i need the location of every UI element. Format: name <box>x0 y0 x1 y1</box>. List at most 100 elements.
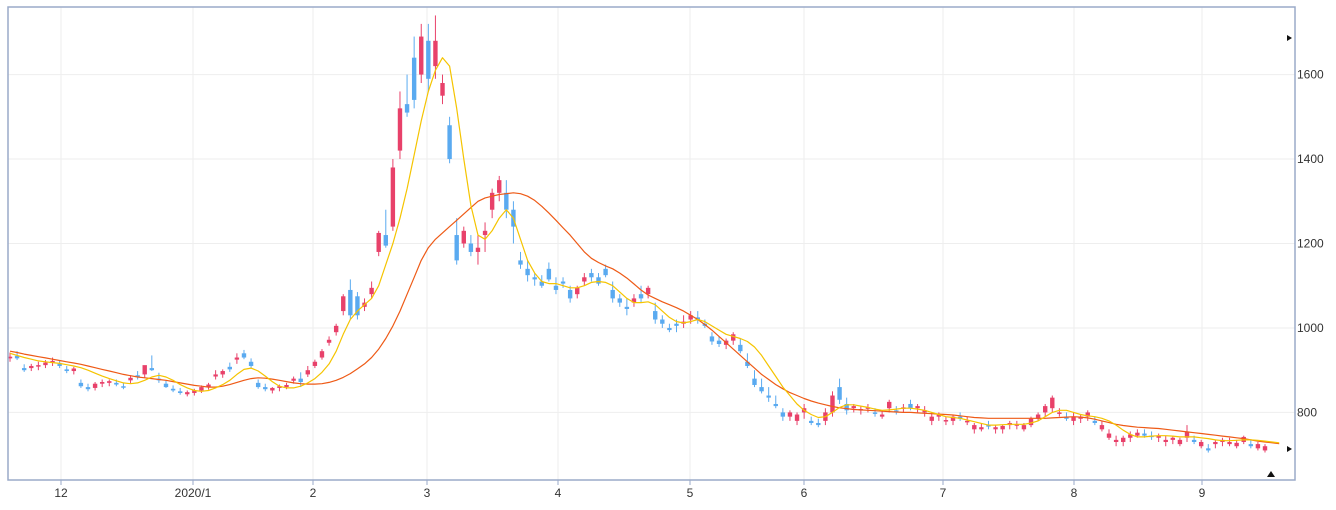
candle-body <box>787 412 793 417</box>
candle <box>355 292 360 320</box>
candle-body <box>397 108 403 151</box>
candle-body <box>745 361 750 366</box>
candle <box>596 273 601 286</box>
candle <box>745 353 750 369</box>
candle-body <box>631 298 637 303</box>
candle <box>582 273 587 286</box>
grid <box>8 7 1295 480</box>
candle-body <box>92 383 98 388</box>
candle <box>312 359 318 369</box>
candle-body <box>816 422 821 426</box>
candle-body <box>440 83 445 96</box>
candle <box>1057 408 1062 417</box>
candle-body <box>36 365 41 367</box>
candle <box>894 406 899 415</box>
candle-body <box>1106 433 1112 438</box>
candle <box>1113 435 1119 447</box>
candle <box>929 412 934 426</box>
candle <box>653 302 658 324</box>
price-marker-bottom <box>1287 446 1292 452</box>
candle <box>1078 414 1083 423</box>
candle <box>681 315 686 328</box>
candle-body <box>227 366 233 370</box>
candle-body <box>1206 448 1211 451</box>
candle <box>1262 444 1268 453</box>
candle-body <box>731 334 736 341</box>
candle <box>213 370 218 380</box>
candle-body <box>284 384 289 388</box>
candle-body <box>383 235 388 246</box>
candle <box>107 379 112 387</box>
candle-body <box>1184 431 1190 438</box>
candle <box>128 375 133 384</box>
scroll-marker-triangle[interactable] <box>1267 471 1275 477</box>
candle-body <box>1050 397 1055 409</box>
candle-body <box>1113 439 1119 442</box>
x-tick-label: 9 <box>1199 486 1206 500</box>
candle <box>248 358 254 369</box>
candle <box>21 364 27 372</box>
candle <box>36 361 41 371</box>
candle <box>270 387 275 394</box>
candle <box>957 412 963 421</box>
candle <box>390 159 396 231</box>
candle-body <box>1191 439 1197 442</box>
candle <box>1106 429 1112 440</box>
candle-body <box>71 368 77 372</box>
candle <box>773 395 778 409</box>
candle <box>71 366 77 375</box>
candle <box>163 380 169 388</box>
candle-body <box>411 57 417 100</box>
candle-body <box>539 281 544 286</box>
candle <box>241 349 247 360</box>
y-axis-tick-labels: 800 1000 1200 1400 1600 <box>1297 68 1324 420</box>
x-tick-label: 8 <box>1071 486 1078 500</box>
candle <box>135 371 140 380</box>
candle <box>1042 403 1048 417</box>
candle-body <box>142 365 147 375</box>
candle-body <box>759 387 764 392</box>
candle <box>489 188 495 219</box>
y-tick-label: 1000 <box>1297 321 1324 335</box>
candle-body <box>149 368 155 371</box>
candle-body <box>312 361 318 366</box>
candle <box>837 378 842 404</box>
candle-body <box>454 235 459 261</box>
candle <box>298 372 303 388</box>
candle <box>943 416 949 426</box>
candle-body <box>617 298 622 303</box>
candle <box>326 336 332 346</box>
candle-body <box>14 355 20 359</box>
candle <box>220 369 225 378</box>
candle-body <box>837 387 842 400</box>
candle <box>468 235 474 257</box>
candle-body <box>1042 406 1048 413</box>
candle-body <box>716 340 722 345</box>
candle-body <box>1163 439 1168 442</box>
candle-body <box>1092 420 1098 423</box>
candle-body <box>1170 437 1176 440</box>
candle-body <box>1064 416 1069 419</box>
candle-body <box>582 277 587 282</box>
candle <box>1128 431 1133 442</box>
x-axis-tick-labels: 12 2020/1 2 3 4 5 6 7 8 9 <box>54 480 1206 500</box>
candle-body <box>447 125 452 160</box>
y-tick-label: 1600 <box>1297 68 1324 82</box>
candle-body <box>1262 446 1268 451</box>
candle-body <box>567 289 573 299</box>
candle-body <box>1248 444 1254 447</box>
candle-body <box>1227 441 1232 445</box>
candle-body <box>376 232 381 252</box>
candle <box>787 410 793 421</box>
candle-body <box>21 368 27 371</box>
candle-body <box>333 325 339 333</box>
candle-body <box>688 315 693 320</box>
candle <box>1007 420 1012 430</box>
candle-body <box>185 392 190 395</box>
candle-body <box>936 414 942 417</box>
candle-body <box>497 180 502 193</box>
candle-body <box>326 339 332 343</box>
x-tick-label: 3 <box>424 486 431 500</box>
candle <box>475 235 481 265</box>
candle <box>482 222 488 252</box>
